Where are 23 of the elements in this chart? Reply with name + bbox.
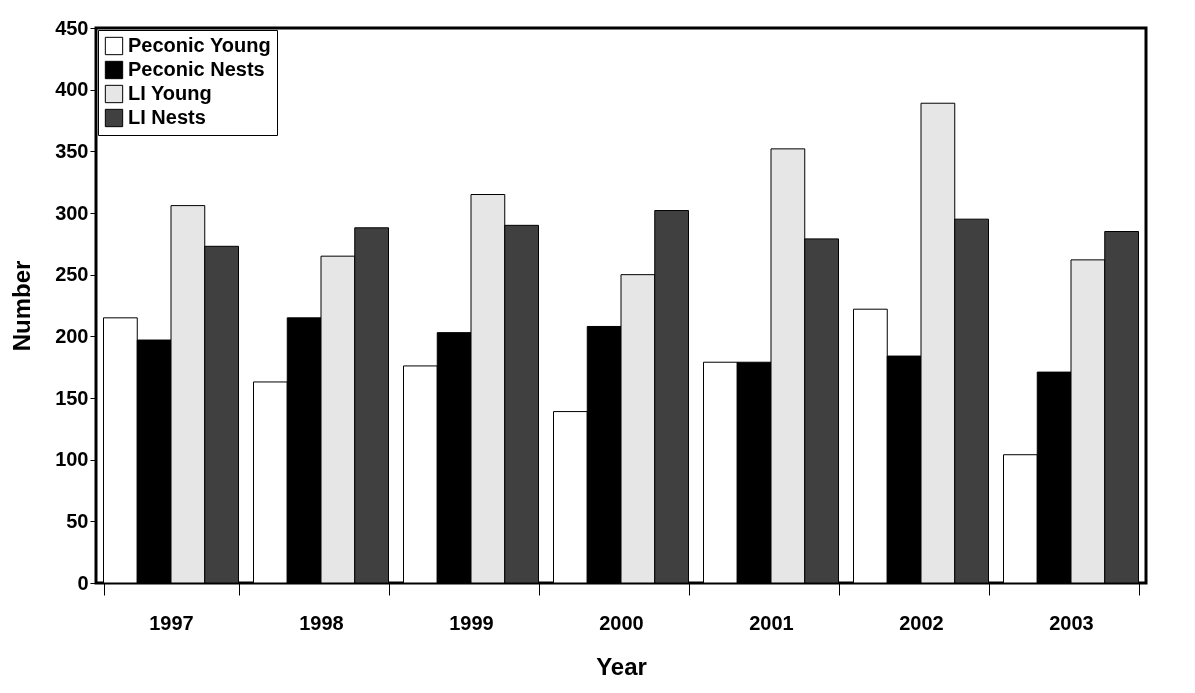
legend-label: Peconic Nests [128, 58, 265, 80]
y-tick-label: 150 [55, 386, 89, 409]
y-tick-label: 400 [55, 78, 89, 101]
x-tick-label: 2002 [899, 611, 944, 634]
y-tick-label: 350 [55, 139, 89, 162]
y-tick-label: 450 [55, 16, 89, 39]
y-tick-label: 0 [77, 571, 89, 594]
legend-label: LI Nests [128, 106, 206, 128]
x-tick-label: 2000 [599, 611, 644, 634]
legend-label: LI Young [128, 82, 212, 104]
y-axis-title: Number [8, 260, 36, 352]
x-tick-label: 1997 [149, 611, 194, 634]
x-tick-label: 1999 [449, 611, 494, 634]
y-tick-label: 300 [55, 201, 89, 224]
y-tick-label: 100 [55, 448, 89, 471]
x-tick-label: 2003 [1049, 611, 1094, 634]
x-tick-label: 2001 [749, 611, 794, 634]
y-tick-label: 200 [55, 324, 89, 347]
legend-label: Peconic Young [128, 34, 271, 56]
y-tick-label: 50 [66, 509, 89, 532]
x-tick-label: 1998 [299, 611, 344, 634]
y-tick-label: 250 [55, 263, 89, 286]
x-axis-title: Year [596, 652, 647, 680]
